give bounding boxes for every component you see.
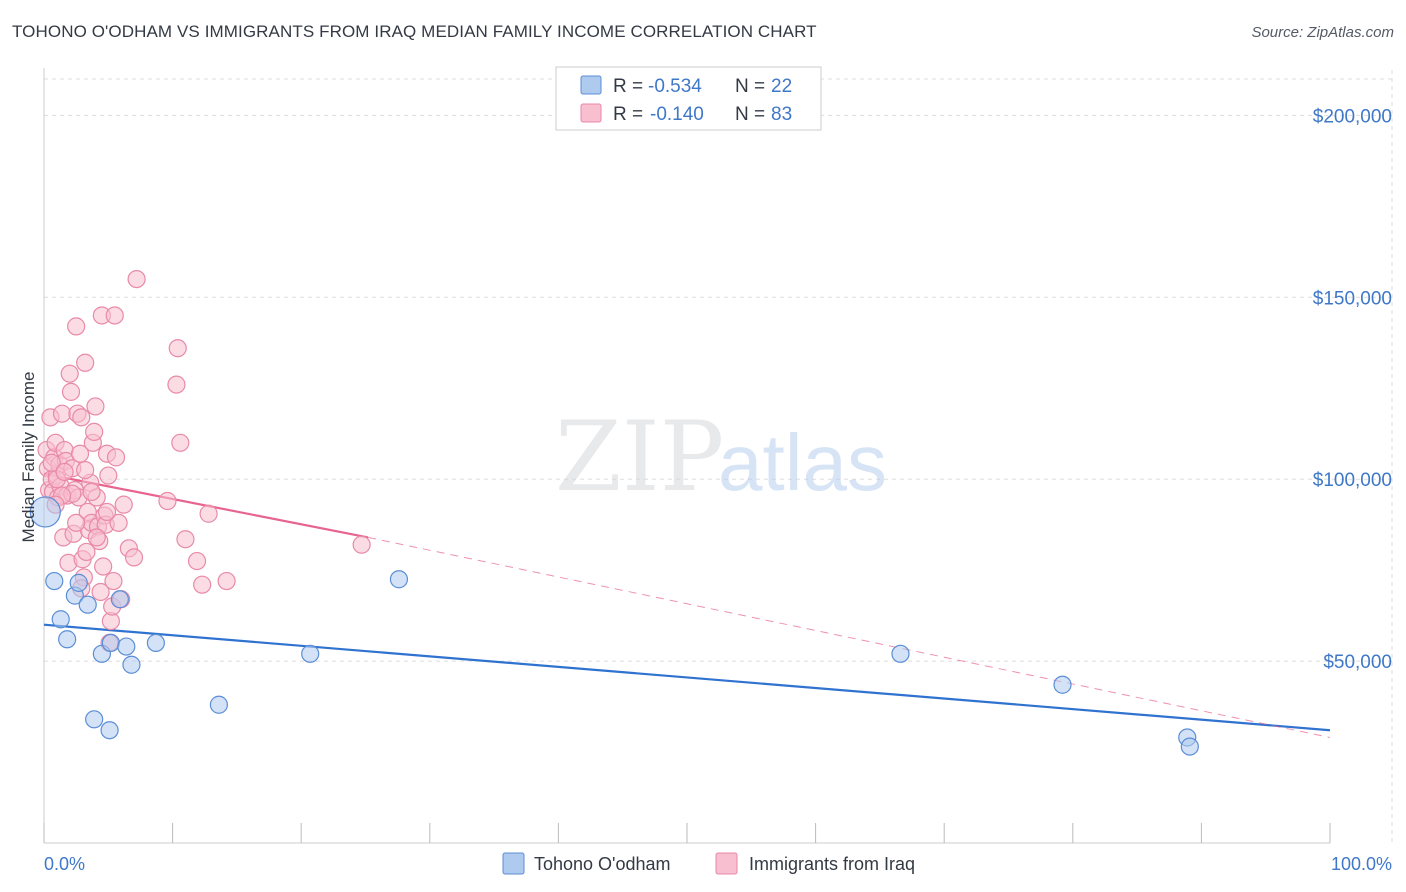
point-pink-30 [76, 353, 95, 372]
point-pink-61 [158, 491, 177, 511]
point-blue-9 [100, 721, 119, 740]
point-blue-2 [51, 610, 70, 629]
point-blue-3 [58, 630, 77, 649]
point-pink-52 [104, 571, 123, 591]
bottom-legend-swatch-pink [715, 852, 738, 875]
point-blue-18 [891, 644, 910, 663]
point-blue-0 [29, 496, 61, 528]
point-pink-53 [105, 306, 124, 325]
point-pink-65 [176, 530, 195, 549]
point-blue-10 [101, 633, 120, 653]
point-blue-16 [301, 644, 320, 663]
point-pink-59 [124, 548, 144, 567]
y-tick-labels: $50,000 $100,000 $150,000 $200,000 [1313, 106, 1392, 673]
point-pink-26 [70, 444, 90, 463]
point-blue-6 [78, 595, 97, 614]
point-blue-11 [110, 590, 129, 609]
point-pink-76 [87, 528, 106, 547]
legend-swatch-blue [580, 75, 602, 95]
series-legend: Tohono O'odham Immigrants from Iraq [502, 852, 915, 875]
trend-line-blue [43, 623, 1331, 732]
legend-swatch-pink [580, 103, 602, 123]
x-tick-labels: 0.0% 100.0% [44, 854, 1392, 874]
point-blue-15 [209, 695, 228, 714]
watermark-atlas: atlas [718, 418, 887, 507]
bottom-legend-label-1: Tohono O'odham [534, 854, 671, 874]
legend-r-label-2: R = [613, 104, 643, 125]
point-pink-42 [91, 582, 110, 602]
point-pink-81 [67, 513, 86, 532]
point-pink-37 [85, 422, 104, 441]
point-pink-82 [97, 502, 117, 522]
point-pink-54 [106, 448, 126, 467]
point-pink-72 [42, 453, 61, 472]
point-pink-48 [99, 466, 118, 485]
point-pink-80 [352, 535, 371, 554]
point-pink-64 [171, 433, 190, 452]
point-pink-38 [86, 397, 105, 416]
point-blue-17 [389, 570, 409, 589]
point-blue-7 [85, 710, 104, 729]
y-tick-label-0: $50,000 [1323, 652, 1392, 673]
legend-n-label-1: N = [735, 76, 765, 97]
point-pink-67 [193, 575, 212, 594]
point-pink-23 [67, 317, 86, 336]
legend-n-label-2: N = [735, 104, 765, 125]
point-pink-79 [76, 460, 95, 480]
bottom-legend-swatch-blue [502, 852, 525, 875]
gridlines [44, 70, 1393, 843]
point-pink-57 [114, 495, 133, 514]
bottom-legend-label-2: Immigrants from Iraq [749, 854, 915, 874]
legend-r-value-1: -0.534 [648, 76, 702, 97]
data-points [29, 269, 1199, 756]
x-tick-label-1: 100.0% [1331, 854, 1392, 874]
x-tick-label-0: 0.0% [44, 854, 85, 874]
point-blue-5 [69, 573, 88, 592]
correlation-legend: R = -0.534 N = 22 R = -0.140 N = 83 [555, 66, 822, 131]
point-pink-55 [109, 513, 128, 532]
point-pink-44 [94, 557, 113, 576]
point-pink-74 [82, 482, 101, 502]
point-blue-13 [122, 655, 141, 674]
point-pink-60 [127, 269, 146, 289]
legend-r-label-1: R = [613, 76, 643, 97]
point-pink-27 [72, 408, 91, 427]
legend-n-value-1: 22 [771, 76, 792, 97]
y-tick-label-2: $150,000 [1313, 288, 1392, 309]
point-pink-66 [187, 551, 207, 571]
point-blue-19 [1053, 675, 1072, 694]
trend-extension-pink [367, 536, 1331, 738]
point-pink-18 [60, 364, 79, 383]
point-pink-69 [217, 571, 236, 591]
point-pink-62 [167, 375, 186, 394]
trend-lines [43, 472, 1331, 738]
source-credit: Source: ZipAtlas.com [1251, 24, 1394, 41]
legend-n-value-2: 83 [771, 104, 792, 125]
chart-title: TOHONO O'ODHAM VS IMMIGRANTS FROM IRAQ M… [12, 22, 817, 41]
point-blue-12 [117, 637, 136, 656]
point-blue-14 [146, 633, 165, 653]
point-pink-78 [55, 462, 74, 482]
y-tick-label-1: $100,000 [1313, 470, 1392, 491]
watermark-zip: ZIP [555, 401, 724, 513]
point-blue-21 [1180, 737, 1199, 756]
point-pink-63 [168, 339, 187, 358]
y-tick-label-3: $200,000 [1313, 106, 1392, 127]
legend-r-value-2: -0.140 [650, 104, 704, 125]
point-pink-19 [61, 382, 81, 401]
point-blue-1 [45, 571, 64, 591]
point-pink-12 [52, 404, 72, 423]
y-axis-label: Median Family Income [19, 371, 38, 542]
point-pink-68 [199, 504, 218, 523]
point-pink-31 [77, 542, 96, 562]
watermark: ZIP atlas [555, 401, 887, 513]
